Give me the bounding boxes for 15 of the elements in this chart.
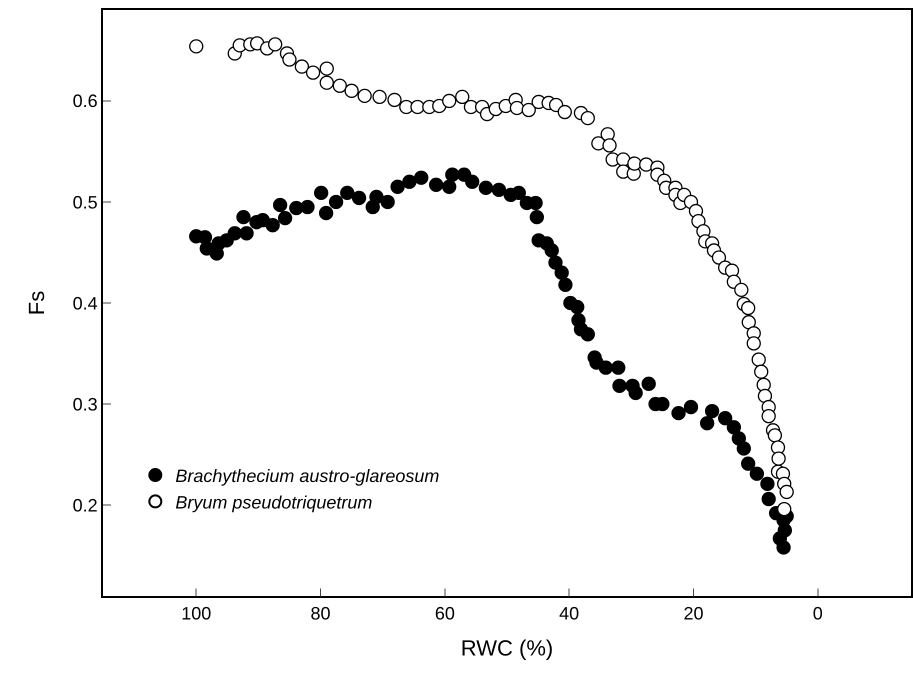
x-axis-title: RWC (%) <box>460 636 554 661</box>
x-tick-label: 40 <box>559 603 580 624</box>
y-tick-label: 0.6 <box>72 91 98 112</box>
y-tick-label: 0.4 <box>72 293 98 314</box>
x-tick-label: 20 <box>683 603 704 624</box>
legend-label: Brachythecium austro-glareosum <box>175 466 440 486</box>
x-tick-label: 80 <box>310 603 331 624</box>
x-tick-label: 0 <box>812 603 823 624</box>
y-tick-label: 0.3 <box>72 394 98 414</box>
legend-label: Bryum pseudotriquetrum <box>175 492 372 512</box>
x-tick-label: 60 <box>434 603 455 624</box>
y-tick-label: 0.2 <box>72 495 98 516</box>
x-tick-label: 100 <box>181 603 212 624</box>
y-axis-title: Fs <box>24 290 49 316</box>
y-tick-label: 0.5 <box>72 192 98 212</box>
